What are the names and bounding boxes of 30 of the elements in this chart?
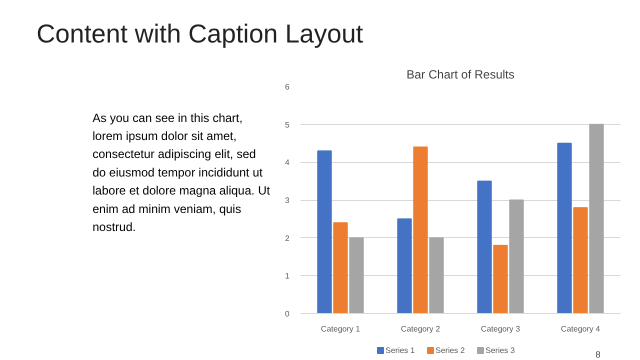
legend-label: Series 1 bbox=[386, 346, 416, 355]
bar bbox=[317, 150, 332, 314]
x-tick-label: Category 4 bbox=[560, 324, 601, 334]
y-tick-label: 0 bbox=[285, 310, 290, 318]
text: Content with Caption Layout bbox=[36, 18, 364, 48]
y-tick-label: 3 bbox=[285, 196, 290, 205]
legend-label: Series 3 bbox=[486, 346, 516, 355]
legend-label: Series 2 bbox=[436, 346, 466, 355]
bar bbox=[333, 222, 348, 314]
bar bbox=[557, 142, 572, 314]
x-tick-label: Category 3 bbox=[480, 324, 521, 334]
bar bbox=[573, 207, 588, 314]
y-tick-label: 2 bbox=[285, 234, 290, 243]
bar bbox=[477, 180, 492, 314]
bar bbox=[349, 237, 364, 314]
y-tick-label: 6 bbox=[285, 82, 290, 92]
chart-title: Bar Chart of Results bbox=[406, 68, 515, 82]
y-tick-label: 1 bbox=[285, 272, 290, 281]
bar bbox=[413, 146, 428, 314]
bar bbox=[493, 244, 508, 314]
bar bbox=[429, 237, 444, 314]
bar bbox=[397, 218, 412, 314]
text: 8 bbox=[596, 350, 601, 360]
x-tick-label: Category 1 bbox=[320, 324, 361, 334]
y-tick-label: 5 bbox=[285, 120, 290, 130]
bar bbox=[589, 124, 604, 314]
bar bbox=[509, 200, 524, 314]
text: As you can see in this chart, lorem ipsum dolor sit amet, consectetur adipiscing elit, sed do eiusmod tempor incididunt ut labore et dolore magna aliqua. Ut enim ad minim veniam, quis nostrud. bbox=[92, 110, 271, 234]
x-tick-label: Category 2 bbox=[400, 324, 441, 334]
y-tick-label: 4 bbox=[285, 158, 290, 168]
